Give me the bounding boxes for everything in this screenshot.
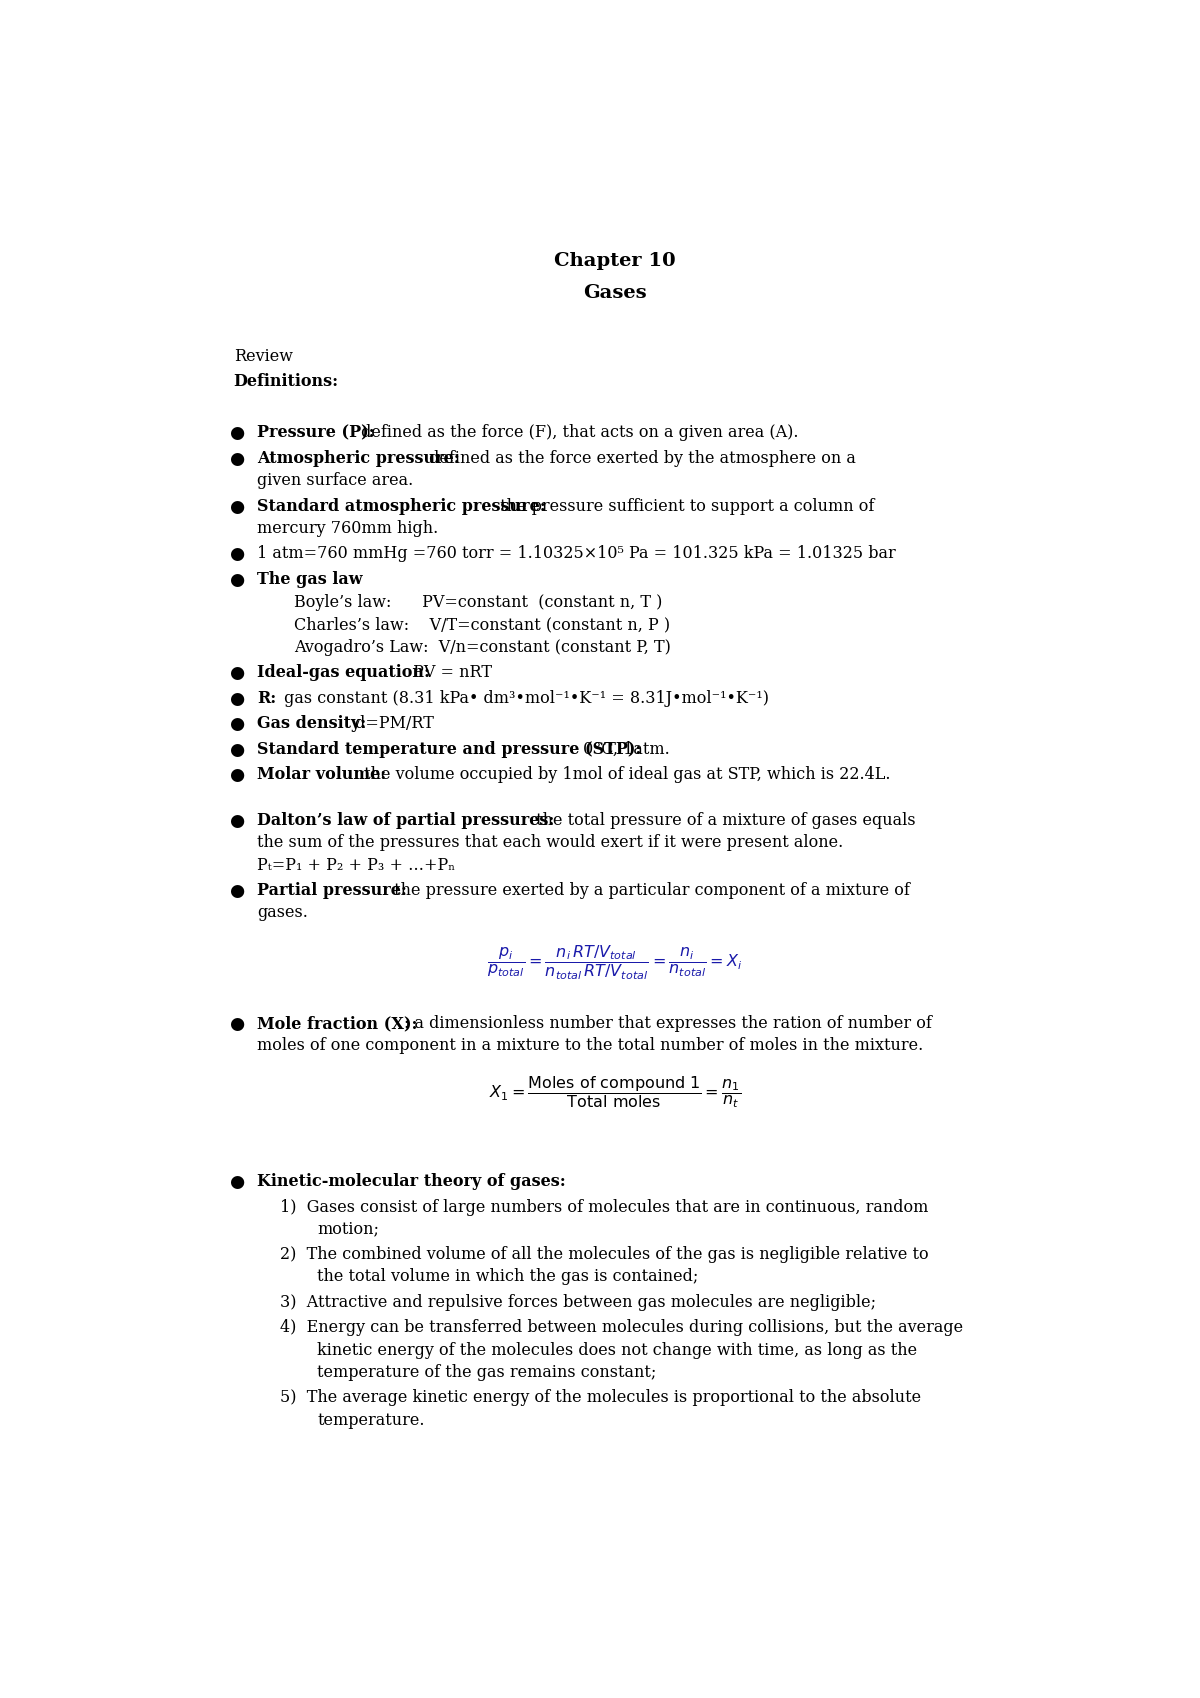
Text: ●: ● — [229, 664, 244, 683]
Text: Standard temperature and pressure (STP):: Standard temperature and pressure (STP): — [257, 740, 641, 757]
Text: temperature.: temperature. — [317, 1411, 425, 1428]
Text: 0°C, 1atm.: 0°C, 1atm. — [578, 740, 670, 757]
Text: R:: R: — [257, 689, 276, 706]
Text: The gas law: The gas law — [257, 571, 362, 588]
Text: Molar volume:: Molar volume: — [257, 766, 386, 783]
Text: gases.: gases. — [257, 905, 308, 922]
Text: ●: ● — [229, 740, 244, 759]
Text: Dalton’s law of partial pressures:: Dalton’s law of partial pressures: — [257, 812, 554, 829]
Text: ●: ● — [229, 424, 244, 443]
Text: 5)  The average kinetic energy of the molecules is proportional to the absolute: 5) The average kinetic energy of the mol… — [281, 1389, 922, 1406]
Text: Pₜ=P₁ + P₂ + P₃ + …+Pₙ: Pₜ=P₁ + P₂ + P₃ + …+Pₙ — [257, 856, 455, 874]
Text: $\dfrac{p_i}{p_{total}} = \dfrac{n_i\,RT/V_{total}}{n_{total}\,RT/V_{total}} = \: $\dfrac{p_i}{p_{total}} = \dfrac{n_i\,RT… — [487, 944, 743, 981]
Text: Ideal-gas equation:: Ideal-gas equation: — [257, 664, 430, 681]
Text: Review: Review — [234, 348, 293, 365]
Text: ●: ● — [229, 715, 244, 734]
Text: motion;: motion; — [317, 1221, 379, 1238]
Text: $X_1 = \dfrac{\mathrm{Moles\ of\ compound\ 1}}{\mathrm{Total\ moles}} = \dfrac{n: $X_1 = \dfrac{\mathrm{Moles\ of\ compoun… — [488, 1075, 742, 1110]
Text: Chapter 10: Chapter 10 — [554, 251, 676, 270]
Text: given surface area.: given surface area. — [257, 472, 413, 489]
Text: Charles’s law:    V/T=constant (constant n, P ): Charles’s law: V/T=constant (constant n,… — [294, 616, 671, 633]
Text: the total pressure of a mixture of gases equals: the total pressure of a mixture of gases… — [532, 812, 916, 829]
Text: ●: ● — [229, 545, 244, 564]
Text: PV = nRT: PV = nRT — [408, 664, 492, 681]
Text: the sum of the pressures that each would exert if it were present alone.: the sum of the pressures that each would… — [257, 834, 844, 851]
Text: Standard atmospheric pressure:: Standard atmospheric pressure: — [257, 498, 546, 514]
Text: ●: ● — [229, 812, 244, 830]
Text: Gases: Gases — [583, 284, 647, 302]
Text: moles of one component in a mixture to the total number of moles in the mixture.: moles of one component in a mixture to t… — [257, 1037, 923, 1054]
Text: mercury 760mm high.: mercury 760mm high. — [257, 520, 438, 537]
Text: 3)  Attractive and repulsive forces between gas molecules are negligible;: 3) Attractive and repulsive forces betwe… — [281, 1294, 876, 1311]
Text: gas constant (8.31 kPa• dm³•mol⁻¹•K⁻¹ = 8.31J•mol⁻¹•K⁻¹): gas constant (8.31 kPa• dm³•mol⁻¹•K⁻¹ = … — [280, 689, 769, 706]
Text: defined as the force exerted by the atmosphere on a: defined as the force exerted by the atmo… — [425, 450, 857, 467]
Text: ●: ● — [229, 571, 244, 589]
Text: Partial pressure:: Partial pressure: — [257, 883, 407, 900]
Text: 1)  Gases consist of large numbers of molecules that are in continuous, random: 1) Gases consist of large numbers of mol… — [281, 1199, 929, 1216]
Text: Definitions:: Definitions: — [234, 374, 338, 391]
Text: Pressure (P):: Pressure (P): — [257, 424, 374, 441]
Text: ●: ● — [229, 450, 244, 469]
Text: Kinetic-molecular theory of gases:: Kinetic-molecular theory of gases: — [257, 1173, 565, 1190]
Text: ●: ● — [229, 1173, 244, 1190]
Text: d=PM/RT: d=PM/RT — [350, 715, 434, 732]
Text: kinetic energy of the molecules does not change with time, as long as the: kinetic energy of the molecules does not… — [317, 1341, 918, 1358]
Text: temperature of the gas remains constant;: temperature of the gas remains constant; — [317, 1363, 656, 1380]
Text: the pressure exerted by a particular component of a mixture of: the pressure exerted by a particular com… — [389, 883, 910, 900]
Text: Avogadro’s Law:  V/n=constant (constant P, T): Avogadro’s Law: V/n=constant (constant P… — [294, 638, 671, 655]
Text: the volume occupied by 1mol of ideal gas at STP, which is 22.4L.: the volume occupied by 1mol of ideal gas… — [359, 766, 890, 783]
Text: Gas density:: Gas density: — [257, 715, 366, 732]
Text: ●: ● — [229, 883, 244, 900]
Text: 2)  The combined volume of all the molecules of the gas is negligible relative t: 2) The combined volume of all the molecu… — [281, 1246, 929, 1263]
Text: : a dimensionless number that expresses the ration of number of: : a dimensionless number that expresses … — [404, 1015, 931, 1032]
Text: the pressure sufficient to support a column of: the pressure sufficient to support a col… — [496, 498, 875, 514]
Text: ●: ● — [229, 689, 244, 708]
Text: 4)  Energy can be transferred between molecules during collisions, but the avera: 4) Energy can be transferred between mol… — [281, 1319, 964, 1336]
Text: the total volume in which the gas is contained;: the total volume in which the gas is con… — [317, 1268, 698, 1285]
Text: Boyle’s law:      PV=constant  (constant n, T ): Boyle’s law: PV=constant (constant n, T … — [294, 594, 662, 611]
Text: ●: ● — [229, 766, 244, 784]
Text: ●: ● — [229, 498, 244, 516]
Text: 1 atm=760 mmHg =760 torr = 1.10325×10⁵ Pa = 101.325 kPa = 1.01325 bar: 1 atm=760 mmHg =760 torr = 1.10325×10⁵ P… — [257, 545, 895, 562]
Text: Mole fraction (X):: Mole fraction (X): — [257, 1015, 418, 1032]
Text: ●: ● — [229, 1015, 244, 1032]
Text: Atmospheric pressure:: Atmospheric pressure: — [257, 450, 460, 467]
Text: defined as the force (F), that acts on a given area (A).: defined as the force (F), that acts on a… — [356, 424, 799, 441]
